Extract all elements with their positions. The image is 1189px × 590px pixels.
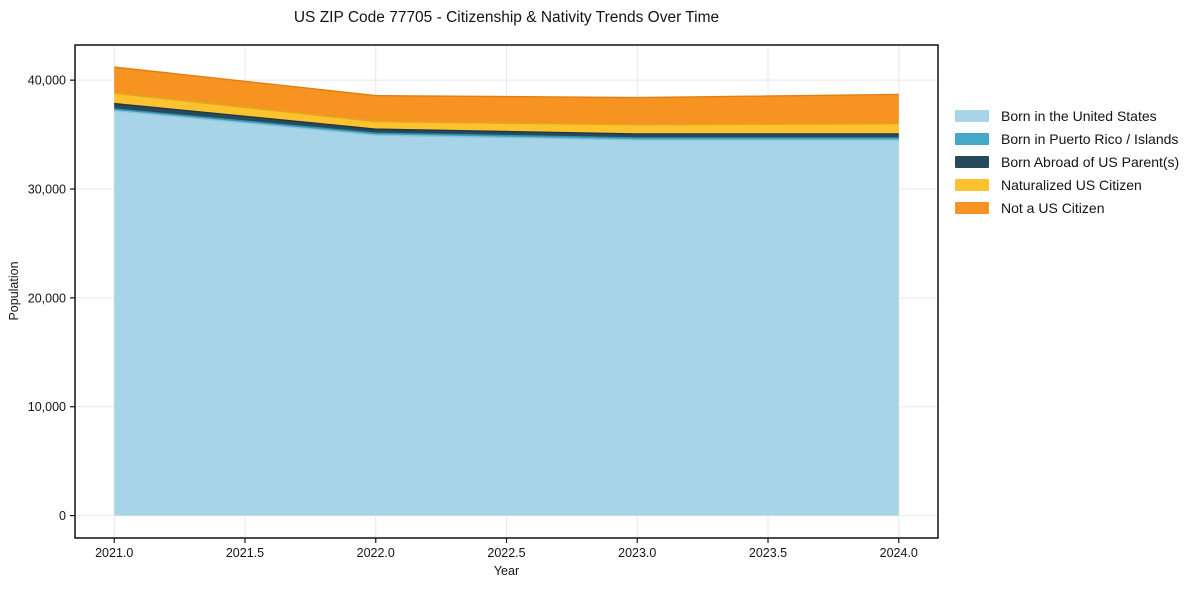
area-series-0 xyxy=(114,110,899,516)
area-edge-3 xyxy=(114,92,899,126)
x-axis-label: Year xyxy=(493,564,520,578)
x-tick-label-2: 2022.0 xyxy=(357,546,395,560)
legend-item-1: Born in Puerto Rico / Islands xyxy=(955,127,1179,150)
y-tick-label-2: 20,000 xyxy=(28,291,66,305)
legend-item-3: Naturalized US Citizen xyxy=(955,173,1179,196)
legend-label-0: Born in the United States xyxy=(1001,107,1157,124)
y-tick-label-3: 30,000 xyxy=(28,183,66,197)
x-tick-label-6: 2024.0 xyxy=(880,546,918,560)
legend-item-0: Born in the United States xyxy=(955,104,1179,127)
area-edge-0 xyxy=(114,109,899,141)
area-edge-4 xyxy=(114,66,899,99)
x-tick-label-0: 2021.0 xyxy=(95,546,133,560)
legend-swatch-3 xyxy=(955,178,989,191)
y-tick-label-1: 10,000 xyxy=(28,400,66,414)
legend-item-4: Not a US Citizen xyxy=(955,196,1179,219)
x-tick-label-5: 2023.5 xyxy=(749,546,787,560)
legend-swatch-2 xyxy=(955,155,989,168)
legend-label-1: Born in Puerto Rico / Islands xyxy=(1001,130,1179,147)
legend: Born in the United States Born in Puerto … xyxy=(955,104,1179,219)
legend-swatch-1 xyxy=(955,132,989,145)
legend-swatch-0 xyxy=(955,109,989,122)
legend-swatch-4 xyxy=(955,201,989,214)
x-tick-label-4: 2023.0 xyxy=(618,546,656,560)
y-axis-label: Population xyxy=(7,261,21,321)
x-tick-label-1: 2021.5 xyxy=(226,546,264,560)
legend-label-4: Not a US Citizen xyxy=(1001,199,1105,216)
chart-title: US ZIP Code 77705 - Citizenship & Nativi… xyxy=(293,9,720,26)
legend-label-3: Naturalized US Citizen xyxy=(1001,176,1142,193)
area-series-1 xyxy=(114,109,899,141)
area-series-3 xyxy=(114,93,899,134)
area-edge-2 xyxy=(114,102,899,135)
area-series-4 xyxy=(114,67,899,125)
area-edge-1 xyxy=(114,108,899,139)
legend-label-2: Born Abroad of US Parent(s) xyxy=(1001,153,1180,170)
y-tick-label-0: 0 xyxy=(59,509,66,523)
x-tick-label-3: 2022.5 xyxy=(487,546,525,560)
legend-item-2: Born Abroad of US Parent(s) xyxy=(955,150,1179,173)
y-tick-label-4: 40,000 xyxy=(28,74,66,88)
